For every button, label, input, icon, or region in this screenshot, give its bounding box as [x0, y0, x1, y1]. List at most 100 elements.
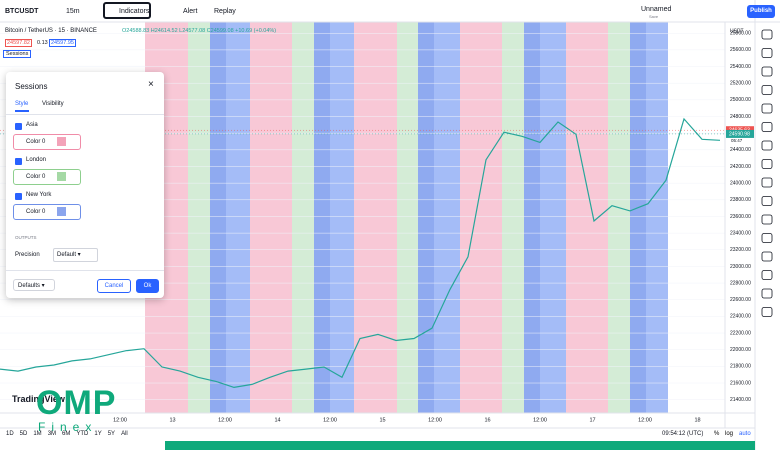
checkbox[interactable] [15, 193, 22, 200]
range[interactable]: All [121, 431, 128, 437]
ask[interactable]: 24597.95 [49, 39, 76, 47]
color-label: Color 0 [26, 139, 46, 145]
color-field[interactable] [13, 134, 81, 150]
symbol[interactable]: BTCUSDT [5, 8, 39, 15]
save[interactable]: Save [649, 14, 659, 19]
indicators-button[interactable] [103, 2, 151, 19]
x-tick-label: 12:00 [323, 417, 337, 423]
price-tag [726, 129, 754, 138]
log[interactable]: log [725, 431, 734, 437]
y-tick-label: 25800.00 [730, 31, 751, 37]
precision-label: Precision [15, 252, 40, 258]
range[interactable]: 1Y [94, 431, 102, 437]
precision-value: Default [57, 252, 77, 258]
tab[interactable]: Style [15, 101, 29, 107]
settings-dialog: Sessions × Style Visibility Asia Color 0 L… [6, 72, 164, 298]
color-swatch[interactable] [57, 172, 66, 181]
sidebar-icon [761, 196, 773, 206]
ranges: 1D 5D 1M 3M 6M YTD 1Y 5Y All [6, 431, 134, 437]
checkbox[interactable] [15, 123, 22, 130]
sidebar-icon [761, 159, 773, 169]
price-axis [725, 22, 755, 413]
y-tick-label: 24200.00 [730, 164, 751, 170]
currency: USDT [730, 28, 744, 34]
y-tick-label: 25400.00 [730, 64, 751, 70]
range[interactable]: 3M [47, 431, 57, 437]
x-tick-label: 14 [274, 417, 280, 423]
sidebar-icon [761, 214, 773, 225]
sidebar-icon [761, 29, 773, 40]
bid[interactable]: 24597.82 [5, 39, 32, 47]
precision-select[interactable]: Default ▾ [53, 248, 98, 262]
auto[interactable]: auto [739, 431, 751, 437]
sidebar-icon [761, 251, 773, 262]
sidebar-icon [761, 85, 773, 95]
y-tick-label: 24400.00 [730, 147, 751, 153]
close[interactable]: × [148, 79, 154, 90]
color-swatch[interactable] [57, 137, 66, 146]
publish[interactable]: Publish [747, 5, 775, 18]
session-band [608, 22, 630, 413]
range[interactable]: YTD [76, 431, 89, 437]
x-tick-label: 12:00 [218, 417, 232, 423]
y-tick-label: 21600.00 [730, 380, 751, 386]
x-tick-label: 16 [484, 417, 490, 423]
session-name: London [26, 157, 47, 163]
x-tick-label: 17 [589, 417, 595, 423]
defaults-label: Defaults [18, 283, 41, 289]
range[interactable]: 1D [6, 431, 14, 437]
color-field[interactable] [13, 169, 81, 185]
sidebar-icon [761, 307, 773, 317]
legend-title: Bitcoin / TetherUS · 15 · BINANCE [5, 28, 97, 34]
replay[interactable]: Replay [214, 8, 236, 15]
session-band [646, 22, 668, 413]
x-tick-label: 12:00 [428, 417, 442, 423]
y-tick-label: 21400.00 [730, 397, 751, 403]
checkbox[interactable] [15, 158, 22, 165]
defaults[interactable]: Defaults ▾ [13, 279, 55, 291]
brand-sub: Finex [38, 420, 98, 434]
color-field[interactable] [13, 204, 81, 220]
range[interactable]: 1M [33, 431, 42, 437]
color-label: Color 0 [26, 209, 46, 215]
y-tick-label: 21800.00 [730, 364, 751, 370]
sidebar-icon [761, 288, 773, 299]
cancel[interactable]: Cancel [97, 279, 131, 293]
color-swatch[interactable] [57, 207, 66, 216]
y-tick-label: 25000.00 [730, 97, 751, 103]
range[interactable]: 6M [62, 431, 71, 437]
session-band [292, 22, 314, 413]
interval[interactable]: 15m [66, 8, 80, 15]
y-tick-label: 24000.00 [730, 180, 751, 186]
session-band [250, 22, 292, 413]
color-label: Color 0 [26, 174, 46, 180]
percent[interactable]: % [714, 431, 720, 437]
range[interactable]: 5D [19, 431, 28, 437]
x-tick-label: 18 [694, 417, 700, 423]
indicators[interactable]: Indicators [119, 8, 150, 15]
session-band [434, 22, 460, 413]
sidebar-icon [761, 48, 773, 58]
countdown: 05:47 [731, 138, 743, 143]
session-name: Asia [26, 122, 38, 128]
y-tick-label: 22800.00 [730, 280, 751, 286]
indicator-label[interactable]: Sessions [3, 50, 32, 58]
price-label: 24590.98 [729, 131, 750, 137]
tab[interactable]: Visibility [42, 101, 64, 107]
price-line [0, 117, 721, 389]
session-band [460, 22, 502, 413]
session-band [354, 22, 397, 413]
ok[interactable]: Ok [136, 279, 159, 293]
divider [6, 270, 164, 271]
session-band [540, 22, 566, 413]
y-tick-label: 23000.00 [730, 264, 751, 270]
layout-name[interactable]: Unnamed [641, 6, 672, 13]
alert[interactable]: Alert [183, 8, 198, 15]
session-band [397, 22, 418, 413]
y-tick-label: 22600.00 [730, 297, 751, 303]
range[interactable]: 5Y [107, 431, 116, 437]
session-name: New York [26, 192, 52, 198]
session-band [502, 22, 524, 413]
session-band [210, 22, 226, 413]
sidebar-icon [761, 103, 773, 114]
